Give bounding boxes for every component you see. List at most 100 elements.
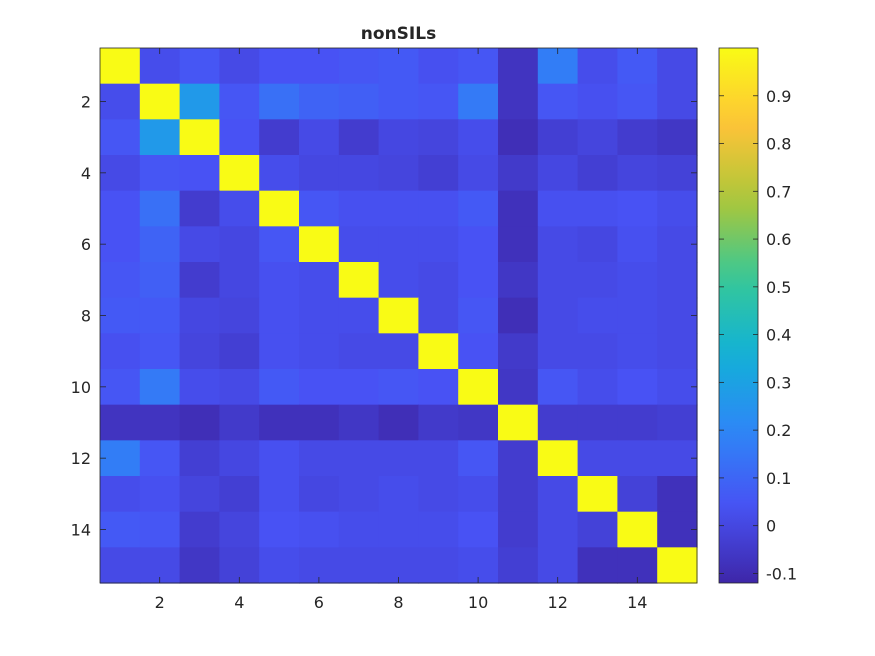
heatmap-cell-r4-c2 — [139, 155, 181, 192]
heatmap-cell-r12-c15 — [657, 440, 698, 477]
heatmap-cell-r14-c12 — [537, 511, 579, 548]
heatmap-cell-r15-c13 — [577, 547, 618, 584]
heatmap-cell-r7-c11 — [498, 262, 539, 299]
heatmap-cell-r13-c6 — [299, 476, 340, 513]
heatmap-cell-r1-c3 — [179, 48, 220, 85]
heatmap-cell-r3-c10 — [458, 119, 499, 156]
heatmap-cell-r12-c14 — [617, 440, 658, 477]
heatmap-cell-r9-c15 — [657, 333, 698, 370]
heatmap-cell-r9-c11 — [498, 333, 539, 370]
heatmap-cell-r10-c15 — [657, 369, 698, 406]
heatmap-cell-r8-c4 — [219, 297, 260, 334]
x-tick-label: 10 — [468, 593, 488, 612]
heatmap-cell-r3-c7 — [338, 119, 380, 156]
heatmap-cell-r13-c4 — [219, 476, 260, 513]
heatmap-cell-r12-c10 — [458, 440, 499, 477]
heatmap-cell-r9-c14 — [617, 333, 658, 370]
heatmap-cell-r6-c7 — [338, 226, 380, 263]
heatmap-cell-r3-c12 — [537, 119, 579, 156]
heatmap-cell-r4-c6 — [299, 155, 340, 192]
heatmap-cell-r2-c5 — [259, 83, 300, 120]
heatmap-cell-r12-c1 — [100, 440, 141, 477]
heatmap-cell-r9-c2 — [139, 333, 181, 370]
heatmap-cell-r8-c8 — [378, 297, 419, 334]
heatmap-cell-r14-c11 — [498, 511, 539, 548]
heatmap-cell-r11-c1 — [100, 404, 141, 441]
heatmap-cell-r8-c13 — [577, 297, 618, 334]
heatmap-cell-r7-c1 — [100, 262, 141, 299]
heatmap-cell-r6-c8 — [378, 226, 419, 263]
heatmap-cell-r11-c13 — [577, 404, 618, 441]
heatmap-cell-r14-c7 — [338, 511, 380, 548]
heatmap-cell-r14-c1 — [100, 511, 141, 548]
heatmap-cell-r10-c2 — [139, 369, 181, 406]
heatmap-cell-r10-c1 — [100, 369, 141, 406]
heatmap-cell-r5-c12 — [537, 190, 579, 227]
heatmap-cell-r12-c9 — [418, 440, 459, 477]
heatmap-cell-r7-c7 — [338, 262, 380, 299]
heatmap-cell-r11-c8 — [378, 404, 419, 441]
colorbar: -0.1 0 0.1 0.2 0.3 0.4 0.5 0.6 0.7 0.8 0.9 — [718, 47, 797, 583]
heatmap-cell-r6-c10 — [458, 226, 499, 263]
heatmap-cell-r10-c8 — [378, 369, 419, 406]
heatmap-cell-r7-c9 — [418, 262, 459, 299]
heatmap-cell-r9-c8 — [378, 333, 419, 370]
heatmap-cell-r11-c7 — [338, 404, 380, 441]
heatmap-cell-r5-c5 — [259, 190, 300, 227]
heatmap-cell-r13-c10 — [458, 476, 499, 513]
heatmap-cell-r2-c4 — [219, 83, 260, 120]
heatmap-cell-r8-c14 — [617, 297, 658, 334]
heatmap-cell-r8-c10 — [458, 297, 499, 334]
heatmap-cell-r12-c7 — [338, 440, 380, 477]
heatmap-cell-r4-c5 — [259, 155, 300, 192]
heatmap-cell-r7-c15 — [657, 262, 698, 299]
colorbar-tick-label: 0.9 — [766, 87, 791, 106]
heatmap-cell-r9-c12 — [537, 333, 579, 370]
y-tick-label: 12 — [71, 449, 91, 468]
heatmap-cell-r14-c2 — [139, 511, 181, 548]
heatmap-cell-r10-c13 — [577, 369, 618, 406]
heatmap-cell-r15-c3 — [179, 547, 220, 584]
heatmap-cell-r5-c8 — [378, 190, 419, 227]
heatmap-cell-r11-c6 — [299, 404, 340, 441]
heatmap-cell-r6-c2 — [139, 226, 181, 263]
colorbar-tick-label: 0.4 — [766, 326, 791, 345]
colorbar-tick-label: -0.1 — [766, 564, 797, 583]
heatmap-cell-r7-c14 — [617, 262, 658, 299]
heatmap-cell-r15-c11 — [498, 547, 539, 584]
heatmap-cell-r10-c9 — [418, 369, 459, 406]
heatmap-cell-r12-c8 — [378, 440, 419, 477]
heatmap-cell-r14-c6 — [299, 511, 340, 548]
x-tick-label: 6 — [314, 593, 324, 612]
colorbar-tick-label: 0 — [766, 517, 776, 536]
heatmap-cell-r9-c13 — [577, 333, 618, 370]
x-tick-label: 2 — [155, 593, 165, 612]
y-tick-label: 14 — [71, 521, 91, 540]
x-tick-label: 8 — [393, 593, 403, 612]
heatmap-cell-r13-c12 — [537, 476, 579, 513]
heatmap-cell-r5-c13 — [577, 190, 618, 227]
heatmap-cell-r8-c15 — [657, 297, 698, 334]
heatmap-cell-r9-c7 — [338, 333, 380, 370]
heatmap-cell-r13-c5 — [259, 476, 300, 513]
heatmap-cell-r2-c1 — [100, 83, 141, 120]
heatmap-cell-r12-c2 — [139, 440, 181, 477]
heatmap-cell-r1-c15 — [657, 48, 698, 85]
heatmap-cell-r13-c11 — [498, 476, 539, 513]
heatmap-cell-r6-c15 — [657, 226, 698, 263]
heatmap-cell-r2-c14 — [617, 83, 658, 120]
heatmap-cell-r1-c7 — [338, 48, 380, 85]
heatmap-cell-r14-c15 — [657, 511, 698, 548]
heatmap-cell-r3-c5 — [259, 119, 300, 156]
heatmap-cell-r3-c14 — [617, 119, 658, 156]
heatmap-cell-r6-c5 — [259, 226, 300, 263]
heatmap-cell-r12-c13 — [577, 440, 618, 477]
heatmap-cell-r9-c6 — [299, 333, 340, 370]
heatmap-cell-r13-c3 — [179, 476, 220, 513]
colorbar-tick-label: 0.8 — [766, 135, 791, 154]
heatmap-cell-r1-c14 — [617, 48, 658, 85]
heatmap-cell-r15-c9 — [418, 547, 459, 584]
heatmap-cell-r3-c6 — [299, 119, 340, 156]
heatmap-cell-r8-c12 — [537, 297, 579, 334]
heatmap-cell-r9-c4 — [219, 333, 260, 370]
